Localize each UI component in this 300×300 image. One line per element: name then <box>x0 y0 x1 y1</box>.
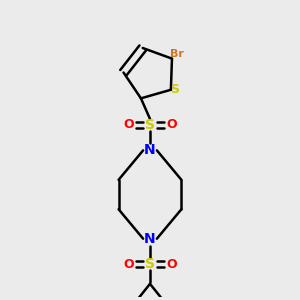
Text: N: N <box>144 232 156 246</box>
Text: O: O <box>123 118 134 131</box>
Text: O: O <box>166 118 177 131</box>
Text: O: O <box>166 258 177 271</box>
Text: N: N <box>144 143 156 158</box>
Text: S: S <box>145 118 155 132</box>
Text: S: S <box>145 257 155 271</box>
Text: S: S <box>170 83 179 96</box>
Text: Br: Br <box>170 49 184 59</box>
Text: O: O <box>123 258 134 271</box>
